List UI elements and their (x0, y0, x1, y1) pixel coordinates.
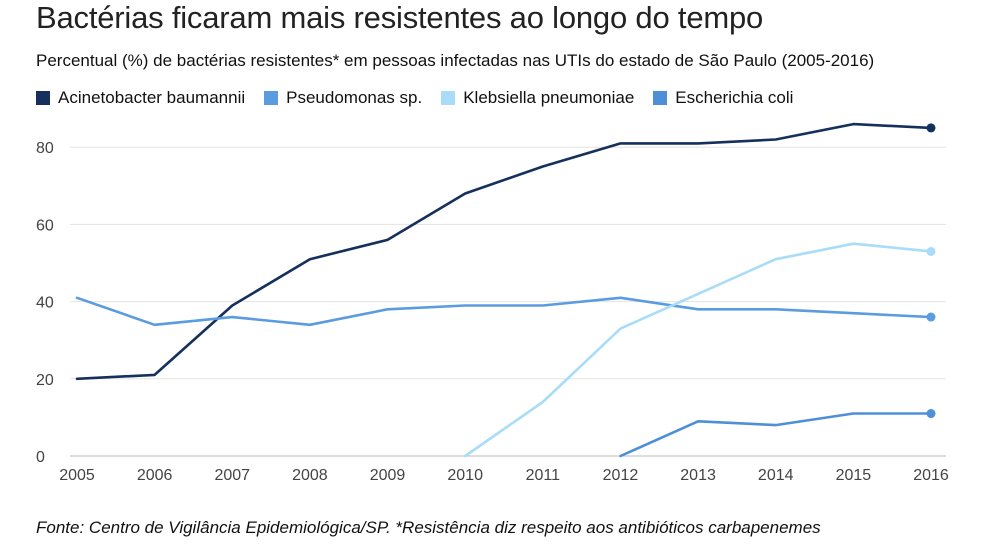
chart-subtitle: Percentual (%) de bactérias resistentes*… (36, 51, 875, 70)
x-tick-label: 2009 (370, 467, 406, 484)
series-line-3 (619, 412, 933, 458)
chart-title: Bactérias ficaram mais resistentes ao lo… (36, 0, 764, 35)
legend-label: Pseudomonas sp. (286, 88, 423, 107)
legend: Acinetobacter baumannii Pseudomonas sp. … (36, 88, 812, 108)
legend-item-acinetobacter: Acinetobacter baumannii (36, 88, 245, 108)
series-line-0 (75, 122, 933, 381)
y-tick-label: 40 (36, 295, 54, 312)
y-tick-label: 60 (36, 217, 54, 234)
legend-swatch (264, 91, 279, 105)
x-tick-label: 2005 (59, 467, 95, 484)
legend-label: Klebsiella pneumoniae (463, 88, 635, 107)
x-tick-label: 2011 (526, 467, 561, 484)
x-tick-label: 2007 (214, 467, 250, 484)
series-line-2 (463, 242, 933, 458)
legend-item-klebsiella: Klebsiella pneumoniae (441, 88, 634, 108)
legend-swatch (653, 91, 668, 105)
source-note: Fonte: Centro de Vigilância Epidemiológi… (36, 518, 821, 537)
series-end-marker-1 (926, 312, 936, 322)
x-tick-label: 2013 (680, 467, 716, 484)
x-tick-label: 2012 (603, 467, 639, 484)
x-tick-label: 2006 (137, 467, 173, 484)
x-tick-label: 2015 (836, 467, 872, 484)
y-tick-label: 20 (36, 372, 54, 389)
series-end-marker-2 (926, 246, 936, 256)
x-tick-label: 2014 (758, 467, 794, 484)
legend-label: Acinetobacter baumannii (58, 88, 246, 107)
legend-item-escherichia: Escherichia coli (653, 88, 793, 108)
legend-swatch (441, 91, 456, 105)
series-end-marker-0 (926, 123, 936, 133)
series-end-marker-3 (926, 409, 936, 419)
y-tick-label: 0 (36, 449, 45, 466)
x-tick-label: 2010 (447, 467, 483, 484)
legend-label: Escherichia coli (675, 88, 794, 107)
legend-swatch (36, 91, 50, 105)
series-line-1 (75, 296, 933, 327)
x-tick-label: 2016 (913, 467, 949, 484)
legend-item-pseudomonas: Pseudomonas sp. (264, 88, 422, 108)
y-tick-label: 80 (36, 140, 54, 157)
x-tick-label: 2008 (292, 467, 328, 484)
